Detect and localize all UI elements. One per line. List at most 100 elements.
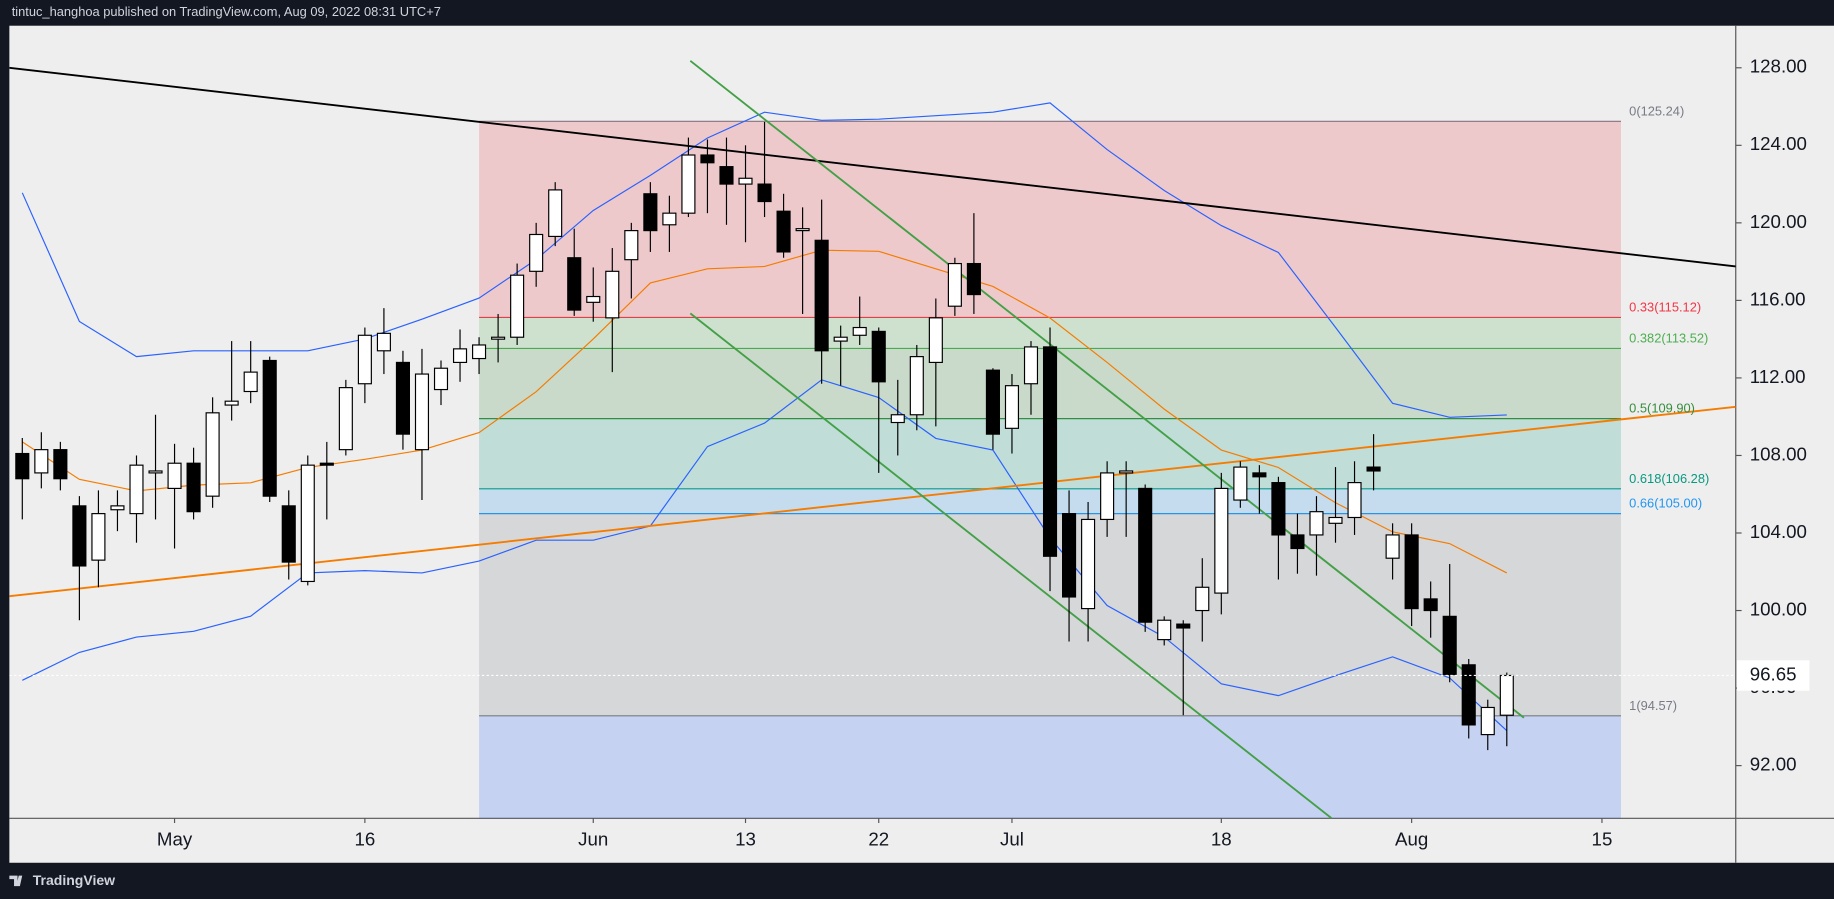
candle-body xyxy=(72,505,87,567)
candle-body xyxy=(1252,472,1267,478)
candle-body xyxy=(53,449,68,480)
fib-label: 0(125.24) xyxy=(1629,103,1684,118)
candle-body xyxy=(852,326,867,336)
y-tick-label: 108.00 xyxy=(1750,443,1807,464)
candle-body xyxy=(586,295,601,303)
candle-body xyxy=(129,464,144,515)
y-tick-label: 116.00 xyxy=(1750,288,1806,309)
trend-line xyxy=(689,312,1333,819)
candle-body xyxy=(281,505,296,563)
fib-label: 0.5(109.90) xyxy=(1629,401,1695,416)
candle-body xyxy=(148,470,163,474)
candle-body xyxy=(681,154,696,214)
y-tick-label: 120.00 xyxy=(1750,211,1807,232)
plot xyxy=(9,60,1736,819)
candle-body xyxy=(1499,674,1514,716)
logo xyxy=(9,875,23,887)
candle-body xyxy=(414,373,430,451)
candle-body xyxy=(1195,586,1210,612)
y-tick-label: 112.00 xyxy=(1750,366,1806,387)
candle-body xyxy=(1309,511,1324,536)
candle-body xyxy=(548,189,563,238)
candle-body xyxy=(34,449,49,474)
candle-body xyxy=(947,262,962,307)
candle-body xyxy=(472,344,487,360)
candle-body xyxy=(186,462,201,513)
candle-body xyxy=(395,361,410,435)
candle-body xyxy=(1004,385,1020,429)
y-tick-label: 104.00 xyxy=(1750,521,1807,542)
candle-body xyxy=(814,239,829,352)
candle-body xyxy=(1138,487,1153,623)
y-tick-label: 100.00 xyxy=(1750,598,1807,619)
candle-body xyxy=(890,414,905,424)
x-tick-label: 15 xyxy=(1592,828,1613,849)
candle-body xyxy=(433,367,449,391)
candle-body xyxy=(700,154,715,164)
candle-body xyxy=(985,369,1000,435)
candle-body xyxy=(167,462,182,490)
candle-body xyxy=(1042,346,1058,557)
x-tick-label: 16 xyxy=(354,828,375,849)
candle-body xyxy=(1461,664,1476,726)
y-tick-label: 92.00 xyxy=(1750,754,1797,775)
candle-body xyxy=(909,356,924,416)
footer: TradingView xyxy=(33,872,115,888)
header: tintuc_hanghoa published on TradingView.… xyxy=(12,4,441,19)
trend-line xyxy=(9,66,1736,268)
x-tick-label: 18 xyxy=(1211,828,1232,849)
x-tick-label: Jun xyxy=(578,828,608,849)
x-tick-label: Aug xyxy=(1395,828,1428,849)
candle-body xyxy=(357,334,372,385)
candle-body xyxy=(491,336,506,340)
panel xyxy=(9,25,1834,863)
candle-body xyxy=(110,505,125,511)
y-tick-label: 128.00 xyxy=(1750,56,1807,77)
candle-body xyxy=(510,274,525,338)
candle-body xyxy=(205,412,220,497)
candle-body xyxy=(567,257,582,311)
candle-body xyxy=(1328,516,1343,524)
candle-body xyxy=(452,348,468,364)
x-tick-label: 13 xyxy=(735,828,756,849)
candle-body xyxy=(338,387,353,451)
candle-body xyxy=(795,228,810,232)
candle-body xyxy=(1290,534,1305,550)
candle-body xyxy=(224,400,239,406)
candle-body xyxy=(529,233,544,272)
candle-body xyxy=(1176,623,1191,629)
candle-body xyxy=(1100,472,1115,521)
candle-body xyxy=(605,270,620,319)
candle-body xyxy=(1157,619,1172,641)
candle-body xyxy=(643,193,658,232)
candle-body xyxy=(1442,615,1457,676)
candle-body xyxy=(1366,466,1381,472)
candle-body xyxy=(243,371,258,393)
fib-label: 1(94.57) xyxy=(1629,698,1677,713)
candle-body xyxy=(319,462,334,466)
candle-body xyxy=(738,177,753,185)
candle-body xyxy=(262,359,277,497)
candle-body xyxy=(1423,598,1438,612)
candle-body xyxy=(1385,534,1400,559)
candle-body xyxy=(376,332,391,352)
x-tick-label: May xyxy=(157,828,193,849)
candle-body xyxy=(662,212,677,226)
x-tick-label: Jul xyxy=(1000,828,1024,849)
band-line xyxy=(22,379,1508,732)
candle-body xyxy=(1404,534,1419,610)
band-line xyxy=(21,102,1507,418)
candle-body xyxy=(624,230,639,261)
candle-body xyxy=(928,317,943,364)
candle-body xyxy=(1233,466,1248,501)
candle-body xyxy=(1062,513,1077,598)
candle-body xyxy=(1347,482,1362,519)
candle-body xyxy=(966,262,981,296)
fib-label: 0.618(106.28) xyxy=(1629,471,1709,486)
fib-label: 0.382(113.52) xyxy=(1629,331,1708,346)
candle-body xyxy=(757,183,772,203)
y-tick-label: 124.00 xyxy=(1750,133,1807,154)
candle-body xyxy=(1214,487,1229,594)
